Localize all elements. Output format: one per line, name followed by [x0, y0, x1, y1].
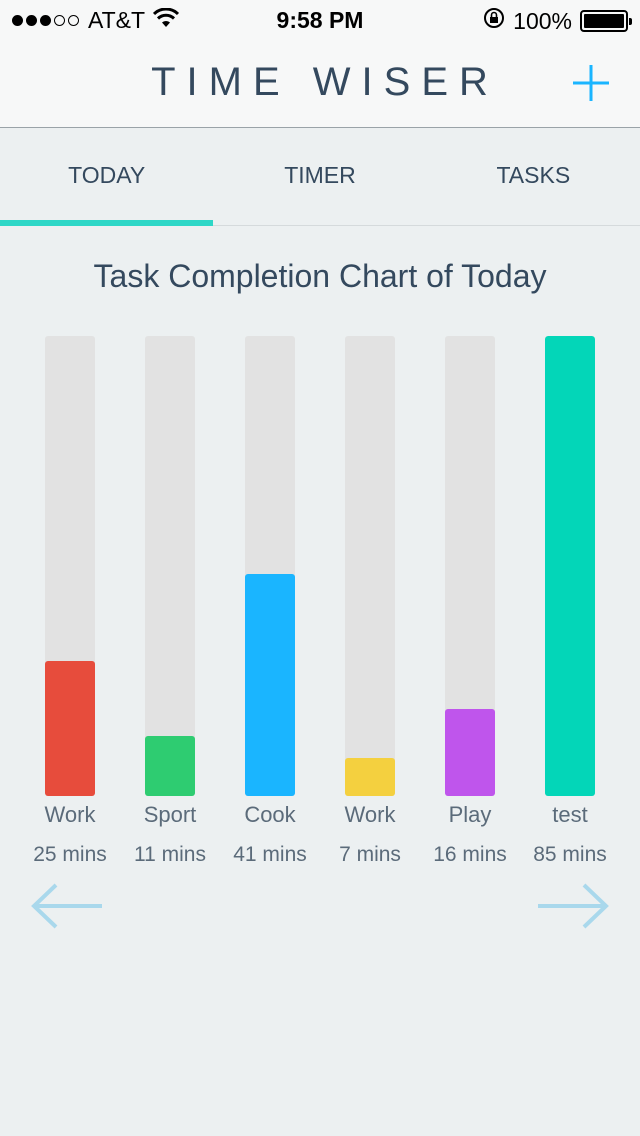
bar-fill: [145, 736, 195, 796]
task-name-label: Cook: [244, 802, 296, 827]
task-duration-label: 41 mins: [233, 843, 307, 866]
previous-day-button[interactable]: [30, 882, 104, 930]
signal-strength-icon: [12, 15, 79, 26]
next-day-button[interactable]: [536, 882, 610, 930]
bar-label-group: Cook 41 mins: [220, 800, 320, 870]
bar-fill: [445, 709, 495, 796]
task-name-label: Play: [448, 802, 492, 827]
carrier-label: AT&T: [88, 7, 146, 33]
bar-chart: [20, 336, 620, 796]
bar-label-group: test 85 mins: [520, 800, 620, 870]
task-duration-label: 7 mins: [339, 843, 401, 866]
bar-track: [245, 336, 295, 796]
signal-dot: [40, 15, 51, 26]
task-name-label: Work: [344, 802, 396, 827]
bar-fill: [245, 574, 295, 796]
nav-bar: TIME WISER: [0, 40, 640, 128]
bar-label-group: Work 7 mins: [320, 800, 420, 870]
status-right: 100%: [483, 7, 632, 35]
bar-track: [445, 336, 495, 796]
chart-title: Task Completion Chart of Today: [93, 258, 547, 294]
bar-label-group: Play 16 mins: [420, 800, 520, 870]
signal-dot: [12, 15, 23, 26]
rotation-lock-icon: [483, 7, 505, 35]
battery-icon: [580, 10, 632, 32]
task-name-label: Work: [44, 802, 96, 827]
plus-icon: [573, 65, 609, 101]
task-name-label: Sport: [143, 802, 197, 827]
bar-track: [145, 336, 195, 796]
status-time: 9:58 PM: [276, 7, 364, 33]
status-left: AT&T: [12, 7, 180, 34]
wifi-icon: [153, 7, 180, 34]
task-name-label: test: [552, 802, 588, 827]
bar-track: [45, 336, 95, 796]
bar-track: [545, 336, 595, 796]
arrow-right-icon: [538, 883, 609, 929]
bar-label-group: Sport 11 mins: [120, 800, 220, 870]
battery-percent: 100%: [513, 7, 572, 34]
tab-today[interactable]: TODAY: [0, 129, 214, 226]
status-bar: AT&T 9:58 PM 100%: [0, 0, 640, 40]
bar-fill: [45, 661, 95, 796]
task-duration-label: 85 mins: [533, 843, 607, 866]
bar-track: [345, 336, 395, 796]
bar-fill: [545, 336, 595, 796]
task-duration-label: 11 mins: [134, 843, 206, 866]
signal-dot: [68, 15, 79, 26]
bar-label-group: Work 25 mins: [20, 800, 120, 870]
signal-dot: [54, 15, 65, 26]
task-duration-label: 25 mins: [33, 843, 107, 866]
add-task-button[interactable]: [572, 64, 610, 102]
task-duration-label: 16 mins: [433, 843, 507, 866]
tab-timer[interactable]: TIMER: [284, 162, 356, 188]
tab-bar: TODAY TIMER TASKS: [0, 129, 640, 226]
tab-tasks[interactable]: TASKS: [496, 162, 571, 188]
arrow-left-icon: [31, 883, 102, 929]
bar-fill: [345, 758, 395, 796]
signal-dot: [26, 15, 37, 26]
app-title: TIME WISER: [151, 60, 499, 104]
